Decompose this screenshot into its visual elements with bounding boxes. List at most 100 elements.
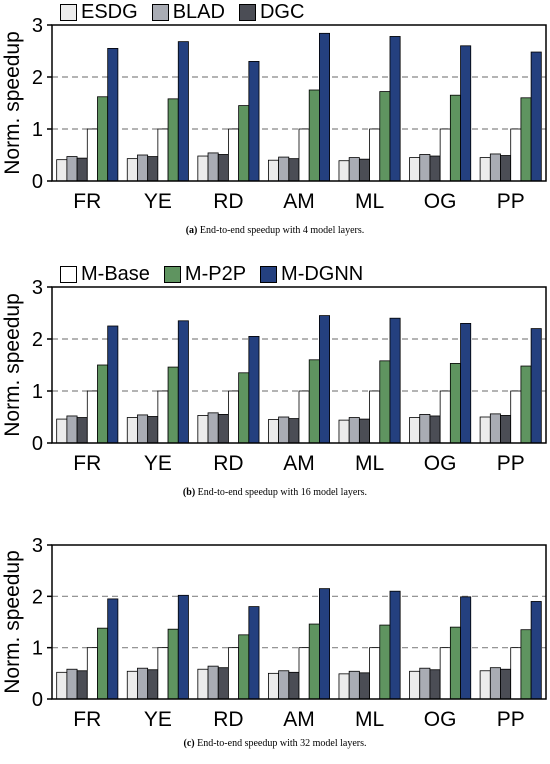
bar-a-dgc-pp bbox=[500, 155, 512, 182]
y-tick-label-a-0: 0 bbox=[32, 171, 43, 193]
x-tick-label-a-ml: ML bbox=[355, 190, 384, 213]
legend-swatch-m-dgnn bbox=[260, 265, 278, 283]
bar-b-esdg-fr bbox=[56, 418, 68, 444]
bar-c-esdg-rd bbox=[197, 668, 209, 700]
bar-c-m-p2p-am bbox=[308, 623, 320, 700]
y-tick-label-b-3: 3 bbox=[32, 277, 43, 299]
bar-b-m-base-rd bbox=[228, 390, 240, 444]
x-tick-label-c-og: OG bbox=[424, 708, 457, 731]
bar-c-m-base-ye bbox=[157, 647, 169, 700]
bar-a-m-dgnn-og bbox=[460, 45, 472, 182]
bar-c-blad-ml bbox=[348, 670, 360, 700]
bar-c-m-dgnn-og bbox=[460, 596, 472, 700]
bar-a-dgc-fr bbox=[76, 157, 88, 182]
legend-label-m-p2p: M-P2P bbox=[184, 262, 247, 285]
x-tick-label-c-am: AM bbox=[283, 708, 315, 731]
bar-a-dgc-ye bbox=[147, 156, 159, 182]
bar-c-dgc-fr bbox=[76, 670, 88, 700]
bar-a-esdg-rd bbox=[197, 155, 209, 182]
bar-c-m-base-am bbox=[298, 647, 310, 700]
bar-b-m-base-pp bbox=[510, 390, 522, 444]
bar-c-m-dgnn-rd bbox=[248, 606, 260, 700]
bar-b-m-base-ml bbox=[369, 390, 381, 444]
bar-a-esdg-ye bbox=[126, 158, 138, 182]
bar-b-dgc-pp bbox=[500, 415, 512, 444]
bar-a-m-base-fr bbox=[86, 128, 98, 182]
legend-swatch-m-base bbox=[60, 265, 77, 283]
bar-a-blad-og bbox=[419, 154, 431, 182]
bar-c-esdg-am bbox=[267, 672, 279, 700]
legend-item-esdg: ESDG bbox=[60, 1, 138, 24]
y-tick-label-b-0: 0 bbox=[32, 433, 43, 455]
bar-b-m-dgnn-ye bbox=[177, 320, 189, 444]
caption-label-a: (a) bbox=[185, 225, 198, 236]
bar-c-blad-rd bbox=[207, 665, 219, 700]
y-tick-label-b-1: 1 bbox=[32, 381, 43, 403]
x-tick-label-c-rd: RD bbox=[213, 708, 243, 731]
bar-a-m-p2p-am bbox=[308, 89, 320, 182]
y-tick-label-a-1: 1 bbox=[32, 119, 43, 141]
legend-item-m-dgnn: M-DGNN bbox=[260, 263, 363, 286]
bar-b-m-p2p-rd bbox=[238, 372, 250, 444]
bar-b-m-p2p-og bbox=[449, 363, 461, 444]
bar-c-esdg-ml bbox=[338, 673, 350, 700]
bar-a-m-dgnn-ml bbox=[389, 36, 401, 182]
x-tick-label-c-ml: ML bbox=[355, 708, 384, 731]
bar-c-dgc-am bbox=[288, 671, 300, 700]
chart-panel-c: FR YE RD AM ML OG PP 0 1 2 3 Norm. speedup (c) End-… bbox=[0, 524, 550, 764]
bar-c-m-dgnn-am bbox=[318, 588, 330, 700]
bar-b-m-base-am bbox=[298, 390, 310, 444]
bar-b-dgc-rd bbox=[217, 413, 229, 444]
bar-c-esdg-ye bbox=[126, 670, 138, 700]
bar-b-esdg-rd bbox=[197, 415, 209, 444]
bar-a-m-p2p-ye bbox=[167, 98, 179, 182]
plot-frame-b bbox=[51, 286, 547, 444]
bar-a-blad-am bbox=[278, 156, 290, 182]
bar-b-m-dgnn-am bbox=[318, 315, 330, 444]
bar-b-m-dgnn-pp bbox=[530, 328, 542, 444]
bar-b-m-p2p-fr bbox=[97, 364, 109, 444]
x-tick-label-a-am: AM bbox=[283, 190, 315, 213]
x-tick-label-a-rd: RD bbox=[213, 190, 243, 213]
bar-b-blad-pp bbox=[489, 413, 501, 444]
bar-a-m-base-ml bbox=[369, 128, 381, 182]
x-tick-label-b-ml: ML bbox=[355, 452, 384, 475]
bar-c-esdg-pp bbox=[479, 670, 491, 700]
x-tick-label-b-og: OG bbox=[424, 452, 457, 475]
caption-label-c: (c) bbox=[183, 738, 195, 749]
x-tick-label-b-am: AM bbox=[283, 452, 315, 475]
y-axis-label-c: Norm. speedup bbox=[1, 550, 24, 694]
bar-b-dgc-og bbox=[429, 415, 441, 444]
bar-b-m-base-fr bbox=[86, 390, 98, 444]
bar-a-blad-ye bbox=[137, 154, 149, 182]
bar-a-dgc-ml bbox=[358, 158, 370, 182]
bar-c-esdg-og bbox=[409, 670, 421, 700]
bar-b-m-dgnn-rd bbox=[248, 336, 260, 444]
bar-a-dgc-rd bbox=[217, 154, 229, 182]
bar-b-blad-rd bbox=[207, 412, 219, 444]
bar-a-m-base-og bbox=[439, 128, 451, 182]
chart-c-svg: FR YE RD AM ML OG PP 0 1 2 3 Norm. speedup bbox=[1, 535, 547, 731]
bar-a-dgc-og bbox=[429, 155, 441, 182]
bar-b-m-p2p-ye bbox=[167, 366, 179, 444]
bar-c-m-base-fr bbox=[86, 647, 98, 700]
chart-panel-b: FR YE RD AM ML OG PP 0 1 2 3 Norm. speedup M-Base M… bbox=[0, 262, 550, 502]
x-tick-label-a-pp: PP bbox=[497, 190, 525, 213]
x-tick-label-c-ye: YE bbox=[144, 708, 172, 731]
bar-c-dgc-pp bbox=[500, 668, 512, 700]
bar-b-blad-am bbox=[278, 416, 290, 444]
legend-label-blad: BLAD bbox=[172, 0, 225, 23]
bar-c-m-p2p-ml bbox=[379, 624, 391, 700]
legend-label-esdg: ESDG bbox=[81, 0, 138, 23]
bar-a-esdg-ml bbox=[338, 160, 350, 182]
bar-b-m-base-og bbox=[439, 390, 451, 444]
legend-swatch-blad bbox=[151, 3, 169, 21]
bar-c-m-p2p-og bbox=[449, 626, 461, 700]
legend-swatch-m-p2p bbox=[163, 265, 181, 283]
y-axis-label-a: Norm. speedup bbox=[1, 31, 24, 175]
bar-c-dgc-ml bbox=[358, 672, 370, 700]
bar-a-m-p2p-fr bbox=[97, 96, 109, 182]
bar-a-m-p2p-og bbox=[449, 94, 461, 182]
y-tick-label-c-0: 0 bbox=[32, 689, 43, 711]
x-tick-label-c-pp: PP bbox=[497, 708, 525, 731]
